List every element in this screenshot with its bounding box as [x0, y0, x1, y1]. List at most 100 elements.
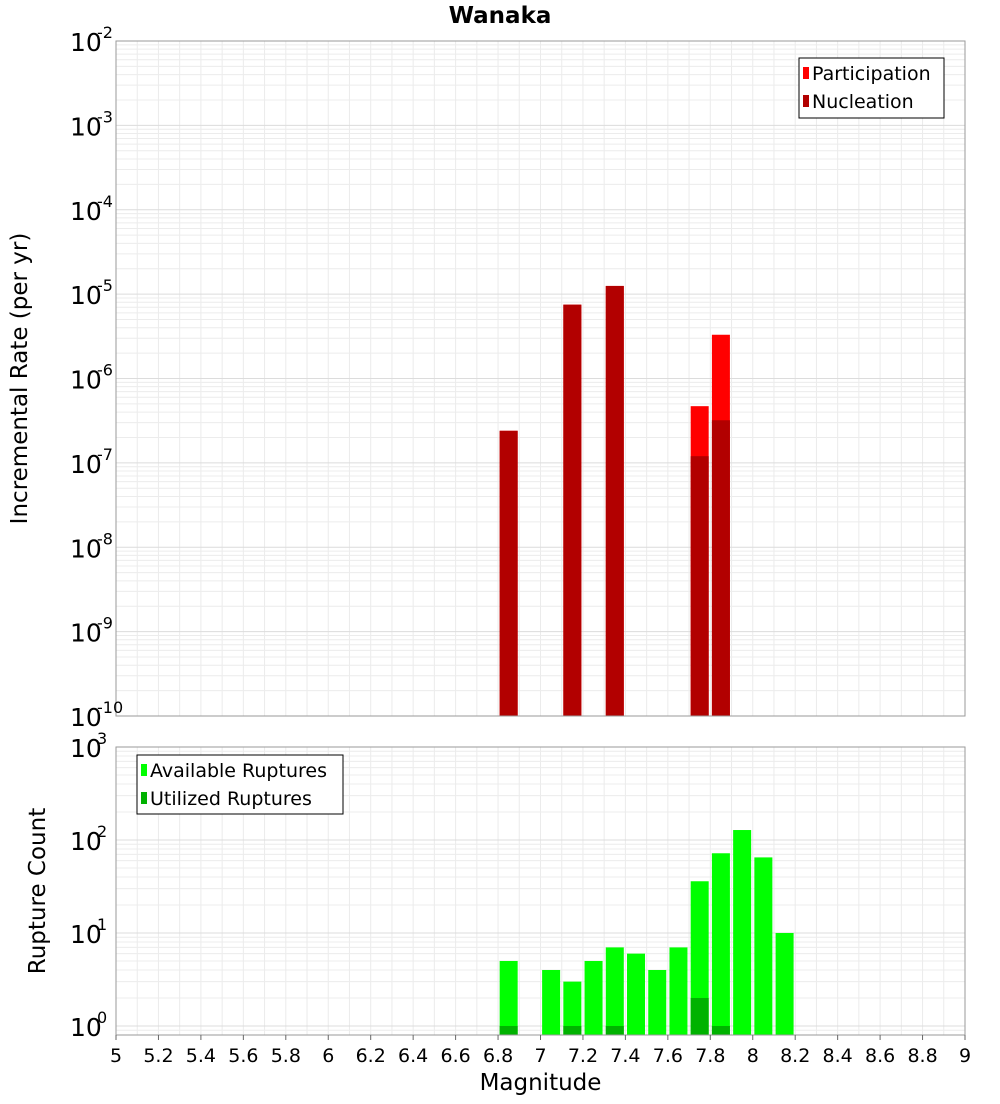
- y-tick-label: 10-7: [70, 445, 113, 479]
- x-tick-label: 8.8: [907, 1045, 937, 1067]
- bar: [542, 969, 561, 1035]
- y-tick-exponent: -2: [97, 23, 113, 42]
- y-tick-exponent: -8: [97, 529, 113, 548]
- bar: [499, 1025, 518, 1035]
- legend-swatch: [141, 764, 147, 776]
- legend-swatch: [141, 792, 147, 804]
- y-tick-exponent: 0: [97, 1008, 107, 1027]
- y-tick-base: 10: [70, 920, 102, 949]
- legend-box: [136, 754, 344, 815]
- series-nucleation: [499, 285, 730, 716]
- gridlines: [115, 40, 966, 717]
- bar: [690, 881, 709, 1035]
- y-tick-exponent: -5: [97, 276, 113, 295]
- y-tick-base: 10: [70, 619, 102, 648]
- x-tick-label: 6.8: [483, 1045, 513, 1067]
- y-tick-base: 10: [70, 28, 102, 57]
- y-tick-label: 10-6: [70, 361, 113, 395]
- bar: [563, 1025, 582, 1035]
- x-tick-label: 7.4: [610, 1045, 640, 1067]
- x-tick-label: 9: [959, 1045, 971, 1067]
- x-tick-label: 5.2: [143, 1045, 173, 1067]
- x-tick-label: 8.2: [780, 1045, 810, 1067]
- bar: [690, 997, 709, 1035]
- x-tick-label: 6.6: [440, 1045, 470, 1067]
- y-tick-label: 10-3: [70, 107, 113, 141]
- bar: [711, 853, 730, 1035]
- y-tick-base: 10: [70, 1013, 102, 1042]
- y-tick-label: 10-9: [70, 614, 113, 648]
- bar: [605, 285, 624, 716]
- legend-swatch: [803, 67, 809, 79]
- x-tick-label: 8.4: [823, 1045, 853, 1067]
- y-tick-exponent: 2: [97, 822, 107, 841]
- y-tick-base: 10: [70, 703, 102, 732]
- y-tick-label: 101: [70, 915, 107, 949]
- y-tick-exponent: -6: [97, 361, 113, 380]
- x-tick-label: 8.6: [865, 1045, 895, 1067]
- bar: [627, 953, 646, 1035]
- x-tick-label: 7.8: [695, 1045, 725, 1067]
- x-tick-label: 6.4: [398, 1045, 428, 1067]
- bar: [499, 430, 518, 716]
- y-axis-label: Rupture Count: [25, 808, 51, 974]
- y-tick-exponent: 3: [97, 729, 107, 748]
- legend-label: Available Ruptures: [150, 760, 327, 782]
- y-tick-exponent: -4: [97, 192, 113, 211]
- y-tick-base: 10: [70, 197, 102, 226]
- legend-box: [798, 57, 945, 119]
- bar: [563, 304, 582, 716]
- x-tick-label: 8: [747, 1045, 759, 1067]
- y-tick-exponent: -10: [97, 698, 123, 717]
- y-tick-base: 10: [70, 827, 102, 856]
- y-tick-label: 10-4: [70, 192, 113, 226]
- y-tick-base: 10: [70, 534, 102, 563]
- y-tick-exponent: -3: [97, 107, 113, 126]
- x-axis-label: Magnitude: [480, 1070, 602, 1096]
- legend-label: Nucleation: [812, 91, 914, 113]
- y-tick-label: 10-10: [70, 698, 123, 732]
- x-tick-label: 6: [322, 1045, 334, 1067]
- y-tick-label: 103: [70, 729, 107, 763]
- y-tick-label: 100: [70, 1008, 107, 1042]
- legend: Available Ruptures Utilized Ruptures: [136, 754, 344, 815]
- series-available-ruptures: [499, 830, 794, 1035]
- bar: [648, 969, 667, 1035]
- x-tick-label: 5.6: [228, 1045, 258, 1067]
- bar: [605, 1025, 624, 1035]
- y-tick-exponent: 1: [97, 915, 107, 934]
- y-tick-label: 10-8: [70, 529, 113, 563]
- bar: [775, 932, 794, 1035]
- y-tick-base: 10: [70, 281, 102, 310]
- legend-swatch: [803, 95, 809, 107]
- y-tick-label: 102: [70, 822, 107, 856]
- bar: [733, 830, 752, 1035]
- y-tick-label: 10-5: [70, 276, 113, 310]
- x-tick-label: 7.6: [653, 1045, 683, 1067]
- x-tick-label: 6.2: [356, 1045, 386, 1067]
- y-tick-base: 10: [70, 366, 102, 395]
- x-tick-label: 5.4: [186, 1045, 216, 1067]
- bar: [563, 981, 582, 1035]
- y-axis-label: Incremental Rate (per yr): [7, 233, 33, 525]
- bar: [605, 947, 624, 1035]
- panel-rate: 10-1010-910-810-710-610-510-410-310-2Par…: [70, 23, 966, 732]
- series-utilized-ruptures: [499, 997, 730, 1035]
- bar: [669, 947, 688, 1035]
- x-tick-label: 7.2: [568, 1045, 598, 1067]
- legend-label: Utilized Ruptures: [150, 788, 312, 810]
- bar: [499, 960, 518, 1035]
- chart-title: Wanaka: [449, 3, 552, 29]
- x-tick-label: 5: [110, 1045, 122, 1067]
- y-tick-exponent: -9: [97, 614, 113, 633]
- y-tick-base: 10: [70, 112, 102, 141]
- legend-label: Participation: [812, 63, 931, 85]
- bar: [584, 960, 603, 1035]
- y-tick-exponent: -7: [97, 445, 113, 464]
- bar: [754, 857, 773, 1035]
- bar: [711, 1025, 730, 1035]
- legend: Participation Nucleation: [798, 57, 945, 119]
